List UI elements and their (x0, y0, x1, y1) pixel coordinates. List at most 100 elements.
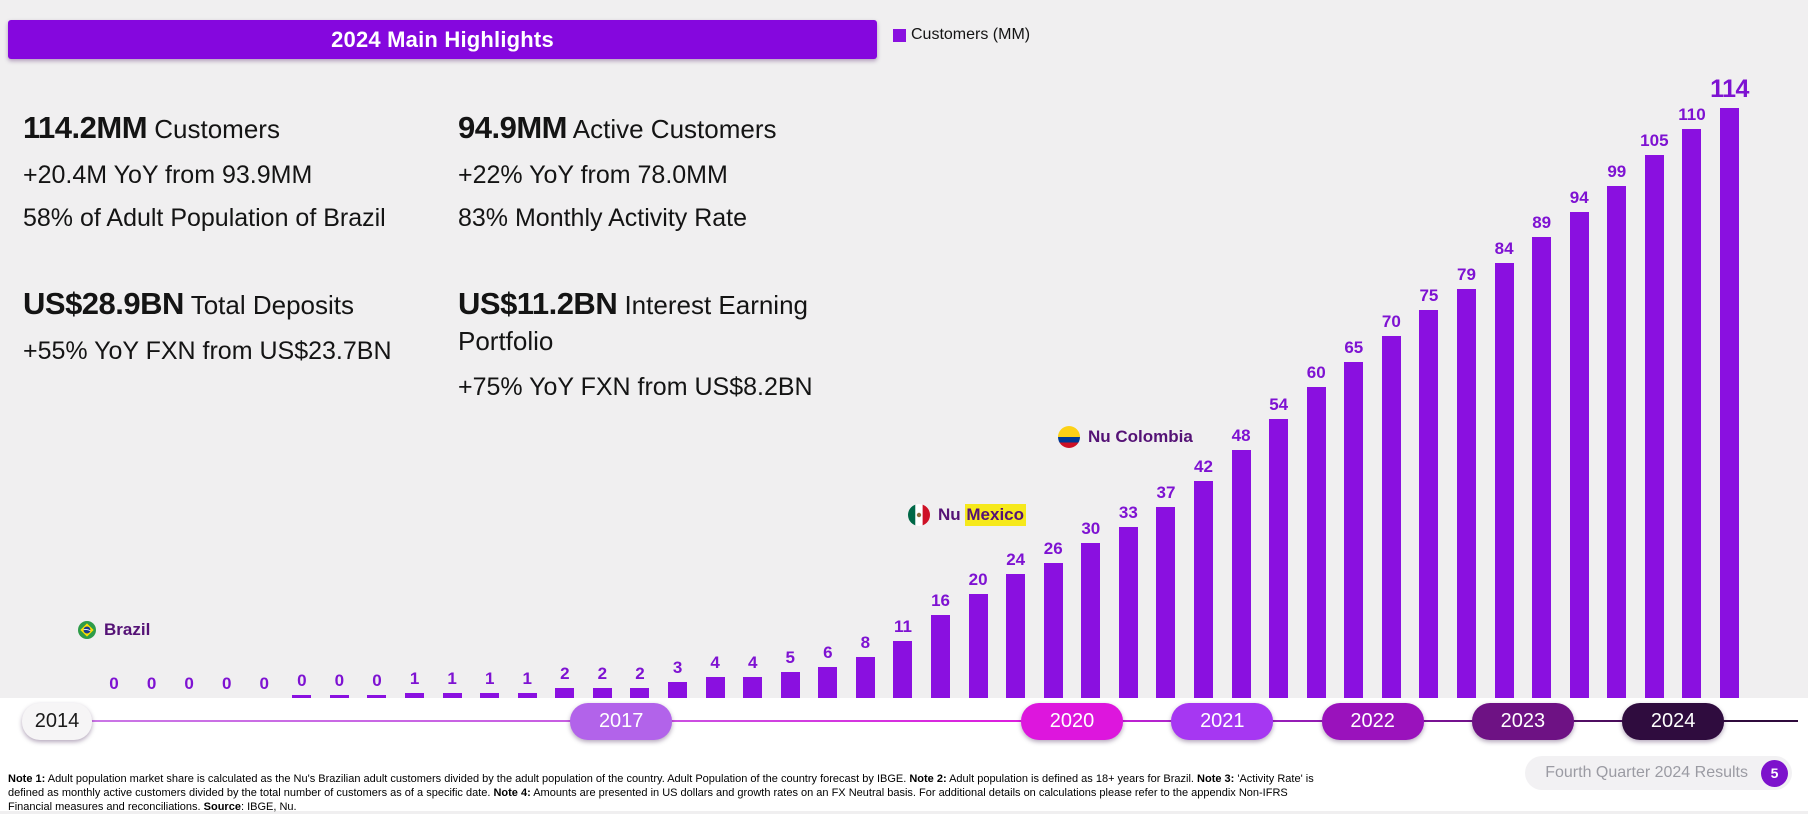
bar-value-label: 30 (1081, 519, 1101, 538)
bar-value-label: 16 (931, 591, 950, 610)
bar (1043, 563, 1063, 698)
bar-value-label: 33 (1118, 503, 1138, 522)
footer-notes: Note 1: Adult population market share is… (8, 772, 1316, 814)
bar (1720, 108, 1739, 698)
bar (1644, 155, 1664, 698)
stat-active-customers: 94.9MM Active Customers +22% YoY from 78… (458, 110, 878, 233)
page-title: 2024 Main Highlights (331, 26, 554, 52)
bar-value-label: 99 (1607, 162, 1627, 181)
bar-value-label: 0 (297, 671, 307, 690)
bar-value-label: 20 (968, 570, 988, 589)
bar-value-label: 60 (1306, 363, 1326, 382)
bar (1457, 289, 1477, 698)
bar (630, 688, 650, 698)
bar (480, 693, 500, 698)
bar (1006, 574, 1026, 698)
stat-total-deposits: US$28.9BN Total Deposits +55% YoY FXN fr… (23, 286, 443, 366)
bar-value-label: 6 (823, 643, 833, 662)
bar (968, 594, 988, 698)
bar-value-label: 54 (1269, 395, 1289, 414)
mexico-flag-icon (908, 504, 930, 526)
footer-note-label: Note 2: (909, 773, 947, 785)
header-banner: 2024 Main Highlights (8, 20, 877, 59)
bar-value-label: 84 (1494, 239, 1514, 258)
bar (705, 677, 725, 698)
stat-line: +75% YoY FXN from US$8.2BN (458, 373, 813, 401)
bar (668, 682, 688, 698)
timeline-line (24, 720, 1798, 722)
legend-swatch-icon (893, 28, 906, 42)
bar-value-label: 1 (484, 669, 495, 688)
stat-title: 114.2MM Customers (23, 110, 443, 147)
bar (405, 693, 425, 698)
year-pill-2022: 2022 (1321, 703, 1424, 740)
bar-value-label: 1 (409, 669, 420, 688)
annotation-brazil: Brazil (78, 620, 150, 640)
bar-value-label: 1 (447, 669, 457, 688)
bar-value-label: 0 (334, 671, 345, 690)
stat-value: 114.2MM (23, 110, 148, 145)
footer-note-label: Note 3: (1197, 773, 1235, 785)
bar-value-label: 2 (560, 664, 570, 683)
year-pill-2021: 2021 (1171, 703, 1274, 740)
bar (1269, 419, 1289, 698)
bar (1682, 129, 1702, 698)
bar (818, 667, 838, 698)
bar (893, 641, 913, 698)
stat-label: Customers (154, 114, 280, 144)
bar-value-label: 26 (1043, 539, 1063, 558)
year-pill-2017: 2017 (570, 703, 673, 740)
bar-value-label: 0 (372, 671, 382, 690)
bar-value-label: 65 (1344, 338, 1364, 357)
bar (1194, 481, 1214, 698)
stat-value: US$11.2BN (458, 286, 618, 321)
bar (855, 657, 875, 698)
bar-value-label: 114 (1710, 75, 1749, 103)
bar-value-label: 2 (597, 664, 608, 683)
bar-value-label: 1 (522, 669, 532, 688)
deck-title: Fourth Quarter 2024 Results (1545, 764, 1748, 781)
bar-value-label: 75 (1419, 286, 1439, 305)
stat-label: Interest Earning Portfolio (458, 290, 809, 356)
bar (1607, 186, 1627, 698)
bar-value-label: 110 (1678, 105, 1706, 124)
stat-label: Active Customers (572, 114, 777, 144)
footer-note-text: : IBGE, Nu. (240, 801, 297, 813)
bar-value-label: 4 (710, 653, 720, 672)
bar (1118, 527, 1138, 698)
bar (555, 688, 575, 698)
year-pill-2023: 2023 (1471, 703, 1574, 740)
annotation-nu-colombia: Nu Colombia (1058, 426, 1193, 448)
bar-value-label: 11 (893, 617, 912, 636)
bar-value-label: 0 (221, 674, 232, 693)
bar (1494, 263, 1514, 698)
bar (1381, 336, 1401, 698)
stat-total-customers: 114.2MM Customers +20.4M YoY from 93.9MM… (23, 110, 443, 233)
bar-value-label: 70 (1381, 312, 1401, 331)
bar (517, 693, 537, 698)
footer-note-text: 'Activity Rate' is defined as monthly ac… (8, 773, 1314, 799)
bar-value-label: 42 (1194, 457, 1213, 476)
annotation-label: Brazil (104, 620, 151, 639)
stat-interest-earning-portfolio: US$11.2BN Interest Earning Portfolio +75… (458, 286, 840, 402)
bar (1231, 450, 1251, 698)
bar (1569, 212, 1589, 698)
year-pill-2020: 2020 (1021, 703, 1124, 740)
footer-note-label: Note 1: (8, 773, 46, 785)
stat-line: +22% YoY from 78.0MM (458, 161, 728, 189)
stat-title: US$28.9BN Total Deposits (23, 286, 443, 323)
year-pill-2014: 2014 (22, 703, 92, 740)
annotation-nu-mexico: Nu Mexico (908, 504, 1027, 526)
stat-line: +55% YoY FXN from US$23.7BN (23, 337, 392, 365)
stat-line: 83% Monthly Activity Rate (458, 204, 748, 232)
bar (743, 677, 763, 698)
bar (329, 695, 349, 698)
bar-value-label: 105 (1640, 131, 1669, 150)
bar-value-label: 24 (1006, 550, 1026, 569)
bar-value-label: 8 (860, 633, 871, 652)
annotation-label: Nu Mexico (938, 504, 1027, 526)
bar (442, 693, 462, 698)
page-badge: Fourth Quarter 2024 Results 5 (1525, 756, 1792, 790)
